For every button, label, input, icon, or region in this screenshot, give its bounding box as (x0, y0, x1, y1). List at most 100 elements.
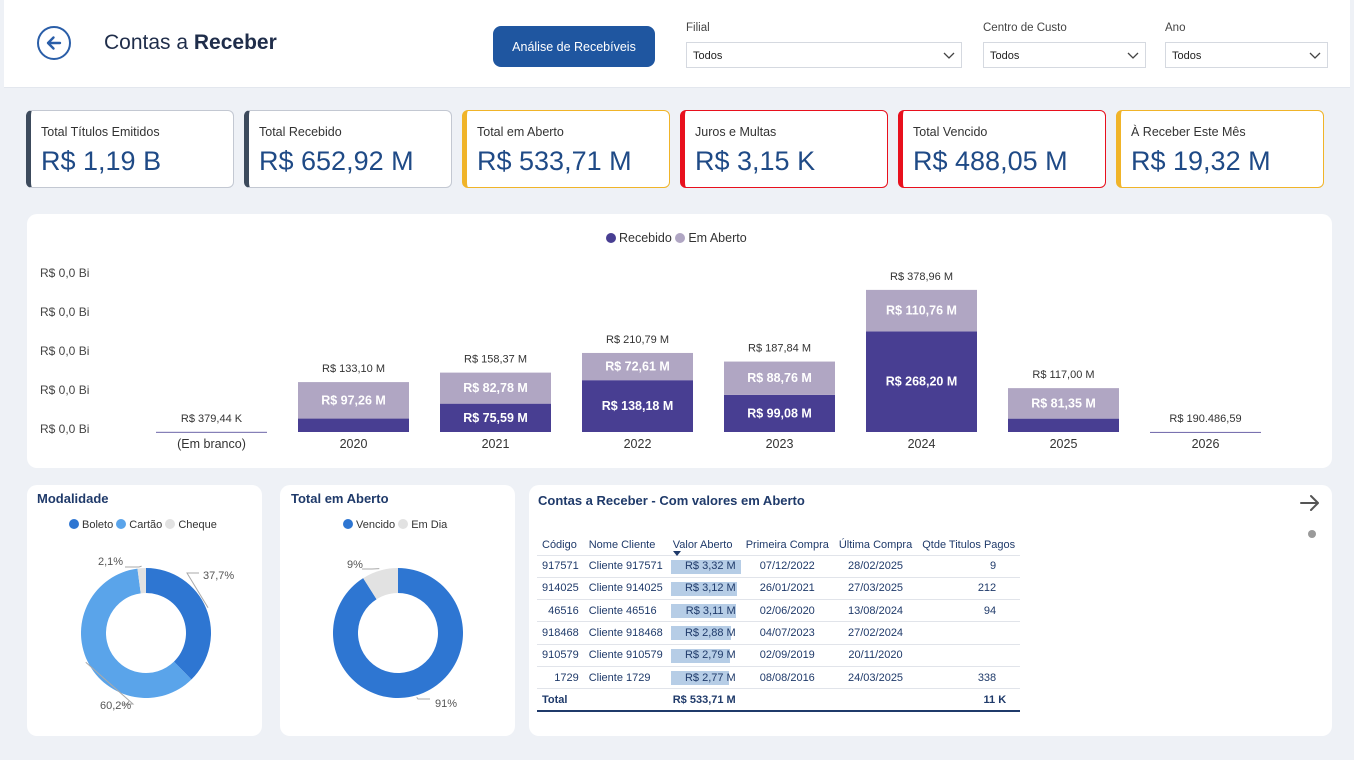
arrow-right-icon[interactable] (1299, 494, 1321, 512)
bar-em-aberto (440, 372, 551, 404)
modalidade-card: Modalidade Boleto Cartão Cheque 37,7% 60,… (27, 485, 262, 736)
chevron-down-icon (1309, 52, 1321, 59)
cell-valor-aberto: R$ 2,77 M (667, 665, 741, 689)
total-label: R$ 378,96 M (890, 271, 953, 283)
cell-codigo: 46516 (537, 599, 584, 622)
back-button[interactable] (37, 26, 71, 60)
legend-dot (343, 519, 353, 529)
data-label-recebido: R$ 99,08 M (747, 406, 812, 420)
modalidade-title: Modalidade (37, 491, 109, 506)
total-label: R$ 210,79 M (606, 334, 669, 346)
bar-recebido (866, 331, 977, 432)
cell-primeira-compra: 04/07/2023 (740, 621, 834, 645)
cell-ultima-compra: 24/03/2025 (833, 665, 918, 689)
filter-centro-custo-select[interactable]: Todos (983, 42, 1146, 68)
data-bar (670, 648, 730, 663)
bar-recebido (1008, 418, 1119, 432)
donut-slice-carto (81, 568, 192, 698)
table-row[interactable]: 1729 Cliente 1729 R$ 2,77 M 08/08/2016 2… (537, 665, 1021, 689)
total-label: R$ 117,00 M (1032, 369, 1094, 381)
data-bar (670, 670, 730, 685)
cell-primeira-compra: 26/01/2021 (740, 576, 834, 600)
column-header-qtde-titulos-pagos[interactable]: Qtde Titulos Pagos (922, 538, 1016, 551)
cell-qtde-titulos: 9 (917, 554, 1021, 578)
leader-line (186, 572, 209, 609)
bar-recebido (582, 380, 693, 432)
kpi-total-titulos-emitidos: Total Títulos Emitidos R$ 1,19 B (26, 110, 234, 188)
legend-item-em-dia[interactable]: Em Dia (398, 519, 447, 531)
kpi-total-em-aberto: Total em Aberto R$ 533,71 M (462, 110, 670, 188)
legend-item-cartao[interactable]: Cartão (116, 519, 162, 531)
kpi-label: Juros e Multas (695, 125, 777, 139)
data-bar (670, 559, 741, 574)
column-header-primeira-compra[interactable]: Primeira Compra (745, 538, 829, 551)
table-row[interactable]: 910579 Cliente 910579 R$ 2,79 M 02/09/20… (537, 643, 1021, 667)
table-row[interactable]: 46516 Cliente 46516 R$ 3,11 M 02/06/2020… (537, 599, 1021, 622)
cell-qtde-titulos: 212 (917, 576, 1021, 600)
filter-ano-select[interactable]: Todos (1165, 42, 1328, 68)
x-tick-label: 2021 (482, 437, 510, 451)
total-label: R$ 379,44 K (181, 413, 243, 425)
data-label-em-aberto: R$ 72,61 M (605, 360, 670, 374)
cell-valor-aberto: R$ 3,32 M (667, 554, 741, 578)
table-row[interactable]: 918468 Cliente 918468 R$ 2,88 M 04/07/20… (537, 621, 1021, 645)
cell-codigo: 910579 (537, 643, 584, 667)
analise-recebiveis-button[interactable]: Análise de Recebíveis (493, 26, 655, 67)
data-label-em-aberto: R$ 82,78 M (463, 381, 528, 395)
data-label-recebido: R$ 75,59 M (463, 411, 528, 425)
sort-descending-icon (672, 551, 681, 556)
donut-slice-cheque (137, 568, 146, 594)
cell-codigo: 918468 (537, 621, 584, 645)
cell-qtde-titulos (917, 643, 1021, 667)
column-header-valor-aberto[interactable]: Valor Aberto (668, 531, 741, 556)
kpi-label: À Receber Este Mês (1131, 125, 1246, 139)
slice-value-label: 91% (435, 698, 457, 710)
filter-filial-label: Filial (686, 22, 710, 34)
cell-primeira-compra: 08/08/2016 (740, 665, 834, 689)
x-tick-label: (Em branco) (177, 437, 246, 451)
leader-line (125, 565, 142, 568)
bar-em-aberto (866, 289, 977, 332)
total-empty-cell (740, 688, 834, 713)
legend-item-recebido[interactable]: Recebido (606, 231, 672, 245)
bar-recebido (724, 394, 835, 432)
total-em-aberto-donut-chart: 91% 9% (333, 559, 463, 710)
data-bar (670, 604, 737, 619)
kpi-value: R$ 488,05 M (913, 146, 1068, 176)
x-tick-label: 2020 (340, 437, 368, 451)
kpi-total-recebido: Total Recebido R$ 652,92 M (244, 110, 452, 188)
legend-item-em-aberto[interactable]: Em Aberto (675, 231, 747, 245)
cell-primeira-compra: 07/12/2022 (740, 554, 834, 578)
filter-filial: Filial Todos (686, 22, 962, 68)
filter-centro-custo-label: Centro de Custo (983, 22, 1067, 34)
table-header-row: Código Nome Cliente Valor Aberto Primeir… (537, 531, 1021, 556)
cell-ultima-compra: 27/03/2025 (833, 576, 918, 600)
page-title: Contas a Receber (104, 31, 277, 54)
kpi-value: R$ 652,92 M (259, 146, 414, 176)
slice-value-label: 37,7% (203, 570, 234, 582)
total-empty-cell (583, 688, 668, 713)
legend-item-vencido[interactable]: Vencido (343, 519, 395, 531)
column-header-codigo[interactable]: Código (542, 538, 577, 551)
bar-em-aberto (1008, 388, 1119, 419)
filter-filial-select[interactable]: Todos (686, 42, 962, 68)
legend-dot (116, 519, 127, 529)
bar-recebido (156, 431, 267, 433)
column-header-nome-cliente[interactable]: Nome Cliente (588, 538, 656, 551)
legend-item-boleto[interactable]: Boleto (69, 519, 113, 531)
stacked-bar-chart: R$ 0,0 Bi R$ 0,0 Bi R$ 0,0 Bi R$ 0,0 Bi R$ 0… (40, 266, 1261, 451)
scroll-indicator-dot[interactable] (1308, 530, 1316, 538)
cell-qtde-titulos: 338 (917, 665, 1021, 689)
legend-dot (606, 233, 616, 243)
legend-dot (69, 519, 79, 529)
data-bar (670, 581, 737, 596)
arrow-left-icon (46, 36, 62, 50)
filter-ano: Ano Todos (1165, 22, 1328, 68)
column-header-ultima-compra[interactable]: Última Compra (838, 538, 913, 551)
cell-nome-cliente: Cliente 914025 (583, 576, 668, 600)
table-row[interactable]: 914025 Cliente 914025 R$ 3,12 M 26/01/20… (537, 576, 1021, 600)
legend-item-cheque[interactable]: Cheque (165, 519, 217, 531)
table-row[interactable]: 917571 Cliente 917571 R$ 3,32 M 07/12/20… (537, 554, 1021, 578)
cell-nome-cliente: Cliente 918468 (583, 621, 668, 645)
cell-ultima-compra: 28/02/2025 (833, 554, 918, 578)
